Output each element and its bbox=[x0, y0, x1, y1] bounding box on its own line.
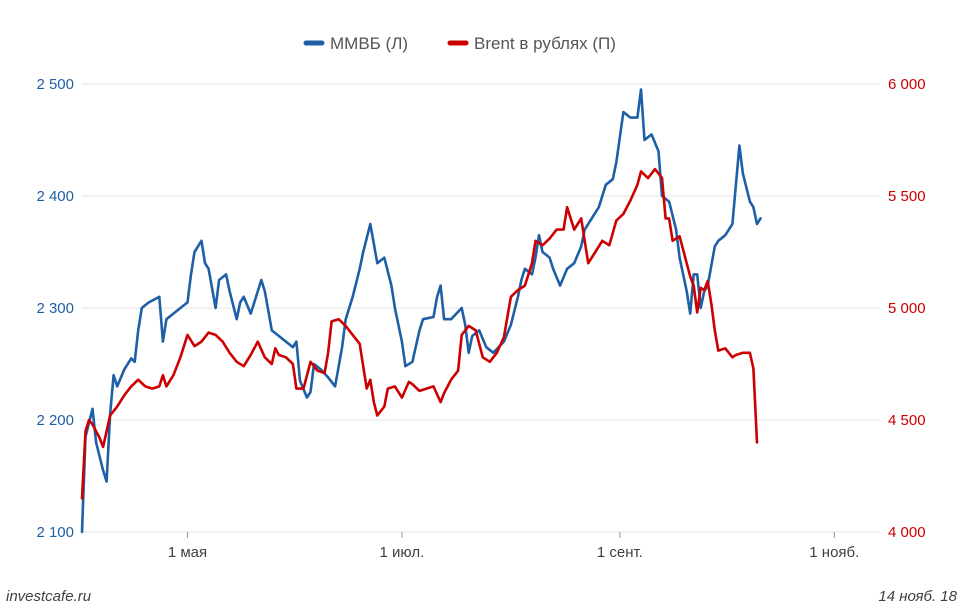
y-right-tick-label: 5 000 bbox=[888, 300, 926, 317]
y-left-tick-label: 2 200 bbox=[36, 412, 74, 429]
y-left-tick-label: 2 400 bbox=[36, 188, 74, 205]
y-left-tick-label: 2 500 bbox=[36, 76, 74, 93]
chart: ММВБ (Л) Brent в рублях (П) 2 100 2 200 2 3… bbox=[36, 34, 926, 561]
y-right-tick-label: 4 500 bbox=[888, 412, 926, 429]
legend-entry: Brent в рублях (П) bbox=[474, 34, 616, 53]
y-right-tick-label: 5 500 bbox=[888, 188, 926, 205]
series-lines bbox=[80, 88, 762, 534]
x-tick-label: 1 сент. bbox=[597, 544, 643, 561]
x-tick-label: 1 нояб. bbox=[809, 544, 859, 561]
y-axis-left: 2 100 2 200 2 300 2 400 2 500 bbox=[36, 76, 74, 541]
series-line-brent bbox=[80, 167, 759, 500]
y-left-tick-label: 2 300 bbox=[36, 300, 74, 317]
source-label: investcafe.ru bbox=[6, 588, 92, 605]
date-label: 14 нояб. 18 bbox=[878, 588, 957, 605]
legend-entry: ММВБ (Л) bbox=[330, 34, 408, 53]
x-tick-label: 1 мая bbox=[168, 544, 207, 561]
series-line-mmvb bbox=[80, 88, 762, 534]
gridlines bbox=[82, 83, 880, 533]
legend: ММВБ (Л) Brent в рублях (П) bbox=[303, 34, 616, 53]
y-right-tick-label: 6 000 bbox=[888, 76, 926, 93]
y-left-tick-label: 2 100 bbox=[36, 524, 74, 541]
x-tick-label: 1 июл. bbox=[380, 544, 425, 561]
y-axis-right: 4 000 4 500 5 000 5 500 6 000 bbox=[888, 76, 926, 541]
y-right-tick-label: 4 000 bbox=[888, 524, 926, 541]
x-axis: 1 мая 1 июл. 1 сент. 1 нояб. bbox=[168, 532, 859, 561]
